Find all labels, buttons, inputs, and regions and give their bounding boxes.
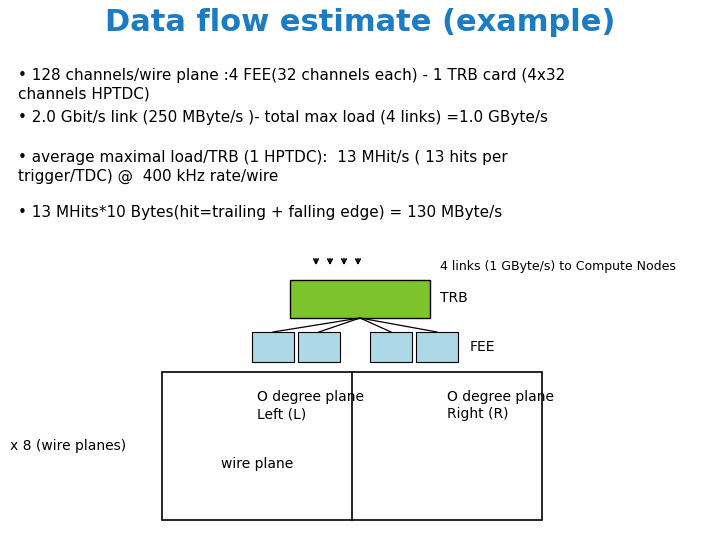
Text: O degree plane
Left (L): O degree plane Left (L) — [257, 390, 364, 421]
Text: x 8 (wire planes): x 8 (wire planes) — [10, 439, 126, 453]
Bar — [252, 332, 294, 362]
Bar — [162, 372, 542, 520]
Text: • average maximal load/TRB (1 HPTDC):  13 MHit/s ( 13 hits per
trigger/TDC) @  4: • average maximal load/TRB (1 HPTDC): 13… — [18, 150, 508, 184]
Text: FEE: FEE — [470, 340, 495, 354]
Bar — [416, 332, 458, 362]
Text: • 2.0 Gbit/s link (250 MByte/s )- total max load (4 links) =1.0 GByte/s: • 2.0 Gbit/s link (250 MByte/s )- total … — [18, 110, 548, 125]
Text: TRB: TRB — [440, 291, 468, 305]
Text: • 13 MHits*10 Bytes(hit=trailing + falling edge) = 130 MByte/s: • 13 MHits*10 Bytes(hit=trailing + falli… — [18, 205, 503, 220]
Text: O degree plane
Right (R): O degree plane Right (R) — [447, 390, 554, 421]
Bar — [298, 332, 340, 362]
Bar — [370, 332, 412, 362]
Text: wire plane: wire plane — [221, 457, 293, 471]
Text: Data flow estimate (example): Data flow estimate (example) — [105, 8, 615, 37]
Bar — [290, 280, 430, 318]
Text: • 128 channels/wire plane :4 FEE(32 channels each) - 1 TRB card (4x32
channels H: • 128 channels/wire plane :4 FEE(32 chan… — [18, 68, 565, 102]
Text: 4 links (1 GByte/s) to Compute Nodes: 4 links (1 GByte/s) to Compute Nodes — [440, 260, 676, 273]
